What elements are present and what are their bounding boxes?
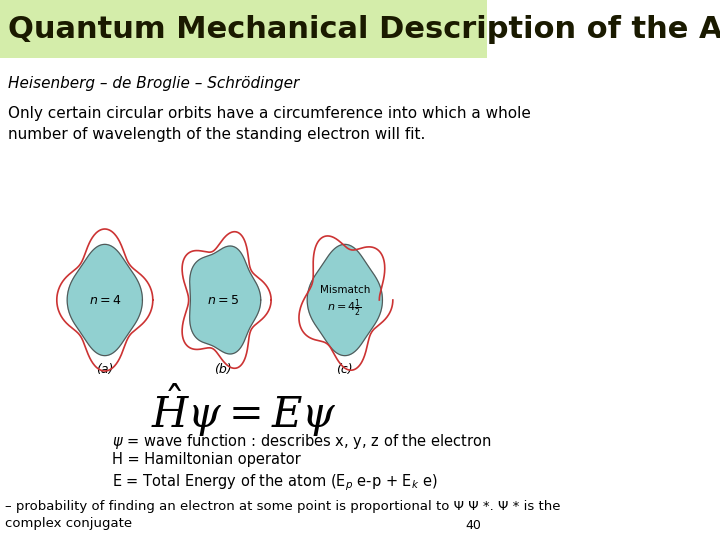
Text: (b): (b) — [215, 363, 232, 376]
FancyBboxPatch shape — [0, 0, 487, 58]
Text: Quantum Mechanical Description of the Atom: Quantum Mechanical Description of the At… — [8, 16, 720, 44]
Text: $\psi$ = wave function : describes x, y, z of the electron: $\psi$ = wave function : describes x, y,… — [112, 432, 491, 451]
Text: Heisenberg – de Broglie – Schrödinger: Heisenberg – de Broglie – Schrödinger — [8, 76, 300, 91]
Text: E = Total Energy of the atom (E$_p$ e-p + E$_k$ e): E = Total Energy of the atom (E$_p$ e-p … — [112, 472, 437, 492]
Text: (c): (c) — [336, 363, 353, 376]
Polygon shape — [307, 245, 382, 356]
Text: $n = 5$: $n = 5$ — [207, 294, 239, 307]
Text: $n = 4$: $n = 4$ — [89, 294, 121, 307]
Text: Mismatch: Mismatch — [320, 285, 370, 295]
Text: (a): (a) — [96, 363, 114, 376]
Polygon shape — [67, 245, 143, 356]
Text: $n = 4\frac{1}{2}$: $n = 4\frac{1}{2}$ — [328, 297, 362, 319]
Text: $\hat{H}\psi = E\psi$: $\hat{H}\psi = E\psi$ — [150, 382, 336, 439]
Text: – probability of finding an electron at some point is proportional to Ψ Ψ *. Ψ *: – probability of finding an electron at … — [6, 500, 561, 530]
Polygon shape — [189, 246, 261, 354]
Text: Only certain circular orbits have a circumference into which a whole
number of w: Only certain circular orbits have a circ… — [8, 106, 531, 142]
Text: 40: 40 — [466, 519, 482, 532]
Text: H = Hamiltonian operator: H = Hamiltonian operator — [112, 452, 300, 467]
